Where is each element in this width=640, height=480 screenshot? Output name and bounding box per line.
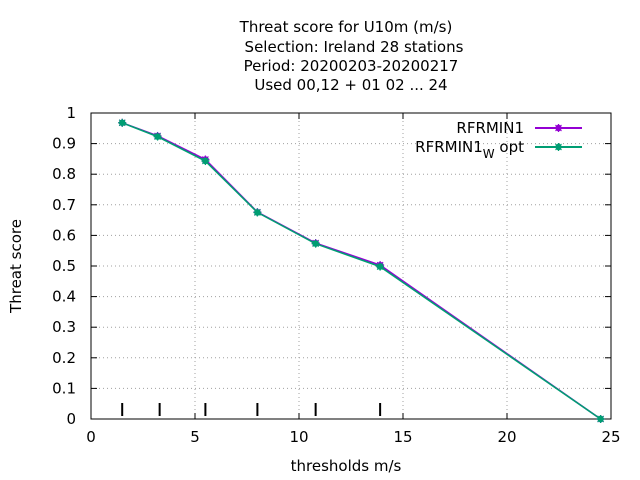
legend-marker-rfrmin1-w-opt: [554, 143, 563, 151]
legend: RFRMIN1 RFRMIN1W opt: [415, 119, 582, 161]
y-axis-label: Threat score: [7, 219, 25, 314]
y-tick-label: 0.1: [52, 379, 76, 397]
series-line-1: [121, 122, 602, 420]
data-point-s1-6-d2: [597, 415, 604, 423]
x-tick-label: 0: [86, 428, 96, 446]
legend-entry-rfrmin1-w-opt: RFRMIN1W opt: [415, 138, 582, 161]
y-tick-label: 0.5: [52, 257, 76, 275]
y-tick-label: 1: [66, 104, 76, 122]
data-point-s1-2-d2: [202, 157, 209, 165]
y-tick-label: 0.6: [52, 226, 76, 244]
x-tick-label: 10: [289, 428, 308, 446]
legend-point-0: [554, 124, 563, 132]
data-point-s1-6: [596, 415, 605, 423]
data-point-s1-1-d2: [154, 133, 161, 140]
data-point-s1-1: [153, 132, 162, 141]
grid-lines: [91, 113, 611, 419]
x-tick-label: 5: [190, 428, 200, 446]
x-axis-label: thresholds m/s: [291, 457, 402, 475]
y-tick-label: 0.3: [52, 318, 76, 336]
legend-entry-rfrmin1: RFRMIN1: [456, 119, 582, 137]
y-tick-label: 0: [66, 410, 76, 428]
x-tick-label: 15: [393, 428, 412, 446]
data-point-s1-0-d2: [118, 119, 126, 127]
y-tick-label: 0.8: [52, 165, 76, 183]
legend-label-base: RFRMIN1: [415, 138, 483, 156]
axis-ticks: [90, 112, 612, 420]
legend-label-rfrmin1: RFRMIN1: [456, 119, 524, 137]
legend-marker-rfrmin1: [554, 124, 563, 132]
y-tick-label: 0.7: [52, 196, 76, 214]
legend-label-suffix: opt: [495, 138, 524, 156]
data-point-s1-5-d2: [376, 263, 384, 271]
x-tick-label: 20: [497, 428, 516, 446]
y-tick-labels: 0 0.1 0.2 0.3 0.4 0.5 0.6 0.7 0.8 0.9 1: [52, 104, 76, 428]
legend-point-1-d2: [555, 143, 562, 151]
title-line-2: Selection: Ireland 28 stations: [245, 38, 464, 56]
chart-title: Threat score for U10m (m/s) Selection: I…: [239, 18, 464, 94]
data-point-s1-4-d2: [312, 240, 320, 248]
legend-point-1: [554, 143, 563, 151]
data-series: [118, 118, 605, 423]
data-point-s1-3: [253, 208, 262, 217]
y-tick-label: 0.2: [52, 349, 76, 367]
y-tick-label: 0.9: [52, 135, 76, 153]
series-line-0: [121, 122, 602, 420]
x-tick-label: 25: [601, 428, 620, 446]
data-point-s1-0: [118, 118, 127, 127]
legend-label-subscript: W: [483, 147, 495, 161]
data-point-s1-2: [201, 157, 210, 166]
legend-label-rfrmin1-w-opt: RFRMIN1W opt: [415, 138, 524, 161]
x-tick-labels: 0 5 10 15 20 25: [86, 428, 620, 446]
title-line-3: Period: 20200203-20200217: [244, 57, 459, 75]
title-line-1: Threat score for U10m (m/s): [239, 18, 453, 36]
y-tick-label: 0.4: [52, 288, 76, 306]
title-line-4: Used 00,12 + 01 02 ... 24: [254, 76, 447, 94]
data-point-s1-3-d2: [254, 209, 261, 216]
threshold-markers: [121, 403, 382, 416]
legend-point-0-d2: [555, 124, 562, 132]
data-point-s1-4: [311, 239, 320, 248]
data-point-s1-5: [376, 262, 385, 271]
